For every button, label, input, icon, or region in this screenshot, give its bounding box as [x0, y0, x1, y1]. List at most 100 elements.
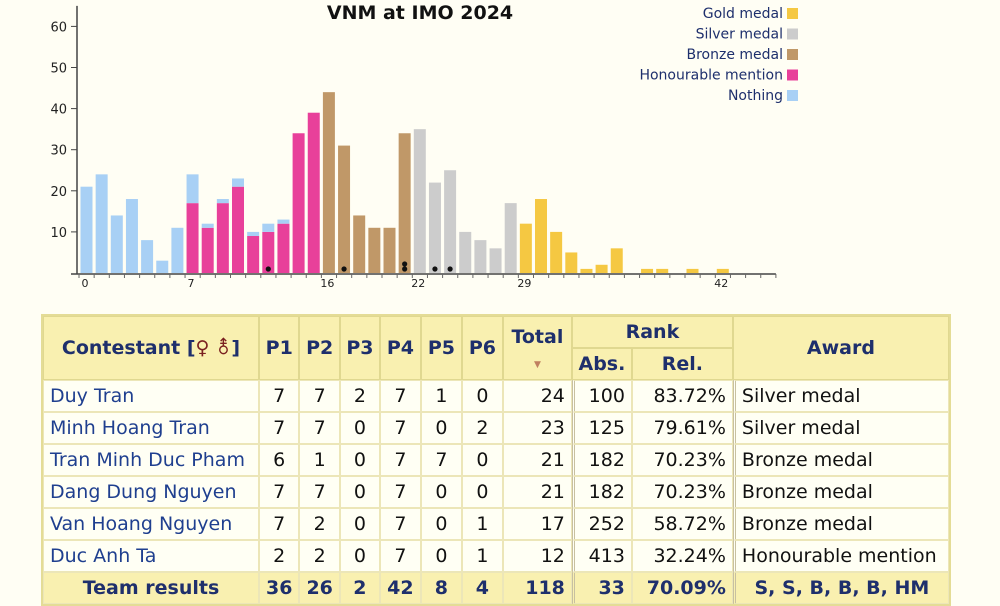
header-award[interactable]: Award: [732, 316, 949, 380]
bar: [474, 240, 487, 273]
award-text: Bronze medal: [732, 508, 949, 540]
bar: [565, 252, 578, 273]
problem-score: 7: [379, 412, 421, 444]
contestant-marker: [341, 266, 347, 272]
header-p2[interactable]: P2: [299, 316, 340, 380]
header-p5[interactable]: P5: [420, 316, 462, 380]
bar-nothing-segment: [125, 199, 138, 273]
sort-triangle-icon[interactable]: ▼: [533, 360, 541, 370]
bar-nothing-segment: [141, 240, 154, 273]
problem-score: 6: [259, 444, 300, 476]
bar: [716, 268, 729, 273]
contestant-marker: [402, 266, 408, 272]
contestant-marker: [432, 266, 438, 272]
rank-abs: 182: [571, 444, 632, 476]
header-contestant[interactable]: Contestant [♀ ⚨]: [43, 316, 259, 380]
header-rank-rel[interactable]: Rel.: [631, 348, 733, 380]
y-tick-label: 30: [50, 144, 67, 159]
team-rank-abs: 33: [571, 572, 632, 604]
problem-score: 0: [420, 540, 462, 572]
problem-score: 0: [420, 508, 462, 540]
rank-abs: 252: [571, 508, 632, 540]
x-tick-label: 0: [82, 277, 89, 290]
legend-swatch: [787, 69, 798, 81]
header-p4[interactable]: P4: [379, 316, 421, 380]
problem-score: 7: [259, 412, 300, 444]
problem-score: 0: [339, 540, 380, 572]
legend-label: Bronze medal: [686, 47, 783, 63]
bar: [459, 231, 472, 273]
total-score: 17: [502, 508, 572, 540]
legend-swatch: [787, 49, 798, 60]
team-problem-score: 42: [379, 572, 421, 604]
bar-hm-segment: [247, 236, 260, 273]
contestant-marker: [402, 261, 408, 267]
rank-rel: 32.24%: [631, 540, 733, 572]
problem-score: 0: [420, 476, 462, 508]
histogram-chart: VNM at IMO 2024 10 20 30 40 50 60 0 7 16 22 29 42 Gol…: [50, 2, 798, 290]
bar: [641, 268, 654, 273]
bar-hm-segment: [232, 186, 244, 273]
rank-rel: 58.72%: [631, 508, 733, 540]
legend-label: Honourable mention: [639, 68, 783, 84]
problem-score: 7: [379, 476, 421, 508]
results-table-body: Duy Tran 7 7 2 7 1 0 24 100 83.72% Silver medal Min…: [43, 380, 949, 604]
gender-symbols[interactable]: ♀ ⚨: [195, 337, 232, 359]
legend-swatch: [787, 90, 798, 101]
header-contestant-label: Contestant: [61, 337, 181, 359]
team-total: 118: [502, 572, 572, 604]
header-total[interactable]: Total ▼: [502, 316, 572, 380]
problem-score: 2: [259, 540, 300, 572]
contestant-name-link[interactable]: Tran Minh Duc Pham: [43, 444, 259, 476]
bar-nothing-segment: [110, 215, 123, 273]
total-score: 24: [502, 380, 572, 412]
contestant-name-link[interactable]: Dang Dung Nguyen: [43, 476, 259, 508]
bar-nothing-segment: [216, 199, 229, 204]
bar-nothing-segment: [156, 260, 169, 273]
problem-score: 0: [461, 444, 503, 476]
problem-score: 7: [379, 540, 421, 572]
bar: [504, 203, 517, 273]
contestant-name-link[interactable]: Duy Tran: [43, 380, 259, 412]
header-p6[interactable]: P6: [461, 316, 503, 380]
header-rank-abs[interactable]: Abs.: [571, 348, 632, 380]
x-tick-label: 29: [517, 277, 531, 290]
bar: [383, 227, 396, 273]
bar-nothing-segment: [80, 186, 93, 273]
problem-score: 2: [299, 540, 340, 572]
bar-nothing-segment: [262, 223, 275, 232]
header-p3[interactable]: P3: [339, 316, 380, 380]
bar-nothing-segment: [201, 223, 214, 228]
rank-abs: 182: [571, 476, 632, 508]
y-tick-label: 40: [50, 103, 67, 118]
results-table-wrapper: Contestant [♀ ⚨] P1 P2 P3 P4 P5 P6 Total…: [41, 314, 951, 606]
contestant-name-link[interactable]: Minh Hoang Tran: [43, 412, 259, 444]
problem-score: 0: [420, 412, 462, 444]
rank-abs: 125: [571, 412, 632, 444]
bar-hm-segment: [186, 203, 199, 273]
award-text: Bronze medal: [732, 444, 949, 476]
bar: [610, 248, 623, 273]
header-p1[interactable]: P1: [259, 316, 300, 380]
bar: [307, 112, 320, 274]
table-row: Dang Dung Nguyen 7 7 0 7 0 0 21 182 70.23% Bronze …: [43, 476, 949, 508]
bar-nothing-segment: [232, 178, 244, 187]
problem-score: 7: [379, 444, 421, 476]
bar-nothing-segment: [95, 174, 108, 273]
problem-score: 2: [339, 380, 380, 412]
bar: [353, 215, 366, 273]
contestant-name-link[interactable]: Van Hoang Nguyen: [43, 508, 259, 540]
header-rank: Rank: [571, 316, 733, 348]
total-score: 23: [502, 412, 572, 444]
contestant-marker: [265, 266, 271, 272]
team-problem-score: 36: [259, 572, 300, 604]
bar-nothing-segment: [186, 174, 199, 204]
award-text: Honourable mention: [732, 540, 949, 572]
bar: [595, 264, 608, 273]
problem-score: 7: [299, 476, 340, 508]
award-text: Bronze medal: [732, 476, 949, 508]
award-text: Silver medal: [732, 412, 949, 444]
problem-score: 0: [461, 380, 503, 412]
contestant-name-link[interactable]: Duc Anh Ta: [43, 540, 259, 572]
problem-score: 7: [420, 444, 462, 476]
